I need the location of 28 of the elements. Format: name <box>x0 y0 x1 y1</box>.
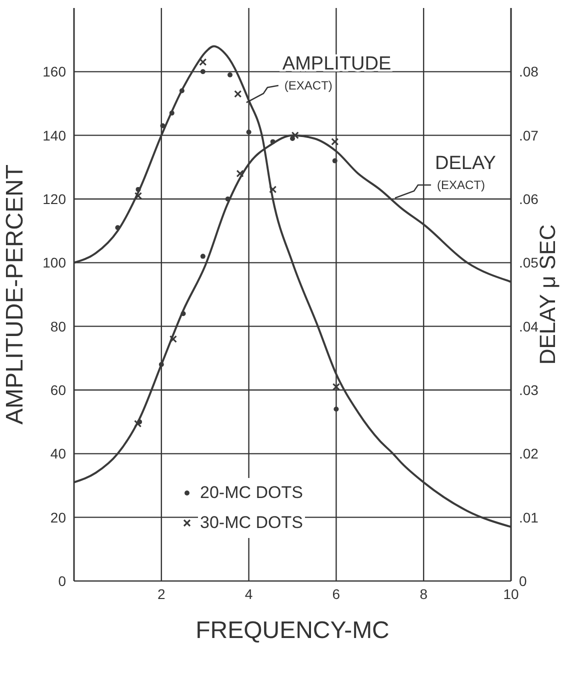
annotation: DELAY (EXACT) <box>435 153 496 192</box>
y-axis-title: AMPLITUDE-PERCENT <box>2 164 29 425</box>
x-tick-label: 8 <box>420 586 428 602</box>
y-tick-label: 100 <box>42 254 66 271</box>
y2-tick-label: .03 <box>519 382 539 398</box>
x-tick-label: 10 <box>503 586 519 602</box>
x-tick-label: 2 <box>158 586 166 602</box>
y2-tick-label: .01 <box>519 509 539 526</box>
legend-label: 30-MC DOTS <box>198 508 305 538</box>
y-tick-label: 160 <box>42 64 66 80</box>
legend-label: 20-MC DOTS <box>198 478 305 508</box>
x-tick-label: 6 <box>332 586 340 602</box>
y-tick-label: 0 <box>58 572 66 589</box>
y2-tick-label: .02 <box>519 446 539 462</box>
y-tick-label: 120 <box>42 190 66 207</box>
y-tick-label: 140 <box>42 127 66 144</box>
y-tick-label: 20 <box>50 509 66 526</box>
y2-tick-label: .05 <box>519 254 539 271</box>
x-axis-title: FREQUENCY-MC <box>196 617 390 644</box>
y-tick-label: 60 <box>50 382 66 398</box>
y2-tick-label: .07 <box>519 127 539 144</box>
y2-tick-label: 0 <box>519 572 527 589</box>
y2-tick-label: .06 <box>519 190 539 207</box>
y2-tick-label: .04 <box>519 318 539 334</box>
y-tick-label: 80 <box>50 318 66 334</box>
y-tick-label: 40 <box>50 446 66 462</box>
y2-tick-label: .08 <box>519 64 539 80</box>
x-tick-label: 4 <box>244 586 253 602</box>
